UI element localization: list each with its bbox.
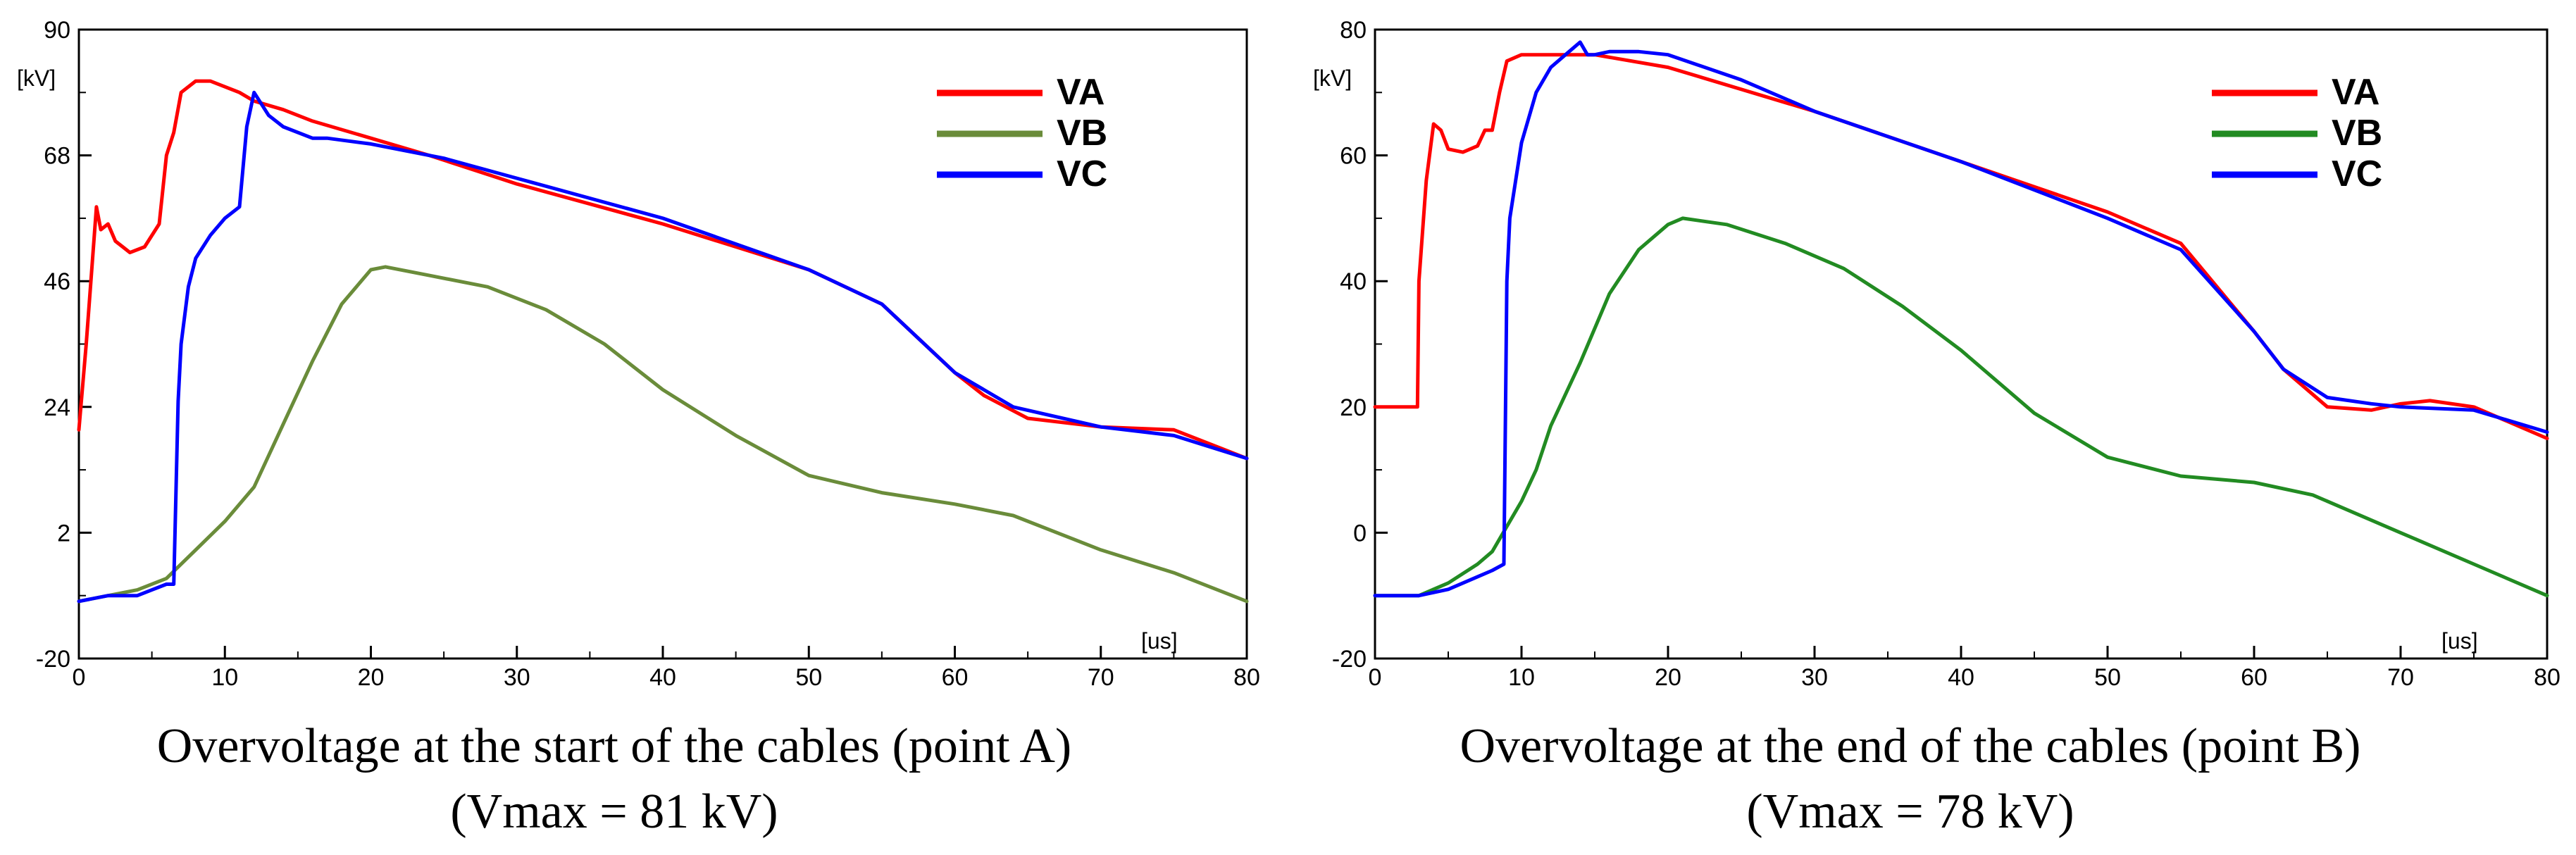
y-tick-label: 0 — [1353, 520, 1367, 547]
chart-subtitle: (Vmax = 78 kV) — [1746, 785, 2074, 839]
y-axis-label: [kV] — [1313, 65, 1352, 91]
series-line-vc — [1373, 40, 2549, 598]
x-tick-label: 30 — [1801, 664, 1828, 691]
chart-subtitle: (Vmax = 81 kV) — [450, 785, 778, 839]
x-tick-label: 80 — [2534, 664, 2561, 691]
chart-title: Overvoltage at the start of the cables (… — [157, 719, 1071, 773]
y-tick-label: 90 — [44, 17, 70, 44]
series-line-vc — [77, 90, 1249, 604]
x-tick-label: 30 — [504, 664, 530, 691]
series-line-vb — [1373, 216, 2549, 598]
legend-label-va: VA — [1057, 72, 1105, 113]
y-tick-label: 24 — [44, 394, 70, 421]
series-line-vb — [77, 265, 1249, 604]
x-tick-label: 20 — [1655, 664, 1681, 691]
x-tick-label: 10 — [1508, 664, 1535, 691]
legend-label-vb: VB — [2332, 113, 2382, 154]
y-tick-label: -20 — [1332, 646, 1367, 673]
x-tick-label: 20 — [358, 664, 385, 691]
x-tick-label: 80 — [1233, 664, 1260, 691]
y-tick-label: 80 — [1340, 17, 1367, 44]
legend-label-vc: VC — [1057, 154, 1107, 194]
x-axis-label: [us] — [2441, 628, 2478, 654]
x-tick-label: 60 — [942, 664, 969, 691]
chart-point-a: 0 10 20 30 40 50 60 70 80-20224466890[kV][us]VAV… — [17, 17, 1260, 839]
x-tick-label: 10 — [211, 664, 238, 691]
y-tick-label: 46 — [44, 268, 70, 295]
chart-title: Overvoltage at the end of the cables (po… — [1460, 719, 2360, 773]
x-tick-label: 0 — [1369, 664, 1382, 691]
y-tick-label: -20 — [36, 646, 70, 673]
x-axis-label: [us] — [1141, 628, 1178, 654]
series-line-va — [1373, 53, 2549, 440]
legend-label-va: VA — [2332, 72, 2379, 113]
y-tick-label: 60 — [1340, 143, 1367, 170]
y-tick-label: 20 — [1340, 394, 1367, 421]
chart-point-b: 0 10 20 30 40 50 60 70 80-20020406080[kV][us]VAV… — [1313, 17, 2561, 839]
legend-label-vb: VB — [1057, 113, 1107, 154]
y-tick-label: 68 — [44, 143, 70, 170]
x-tick-label: 50 — [795, 664, 822, 691]
x-tick-label: 70 — [1088, 664, 1114, 691]
x-tick-label: 60 — [2241, 664, 2267, 691]
legend-label-vc: VC — [2332, 154, 2382, 194]
y-tick-label: 40 — [1340, 268, 1367, 295]
x-tick-label: 50 — [2094, 664, 2121, 691]
x-tick-label: 70 — [2387, 664, 2414, 691]
x-tick-label: 0 — [73, 664, 86, 691]
x-tick-label: 40 — [1948, 664, 1974, 691]
y-tick-label: 2 — [57, 520, 70, 547]
y-axis-label: [kV] — [17, 65, 56, 91]
x-tick-label: 40 — [649, 664, 676, 691]
